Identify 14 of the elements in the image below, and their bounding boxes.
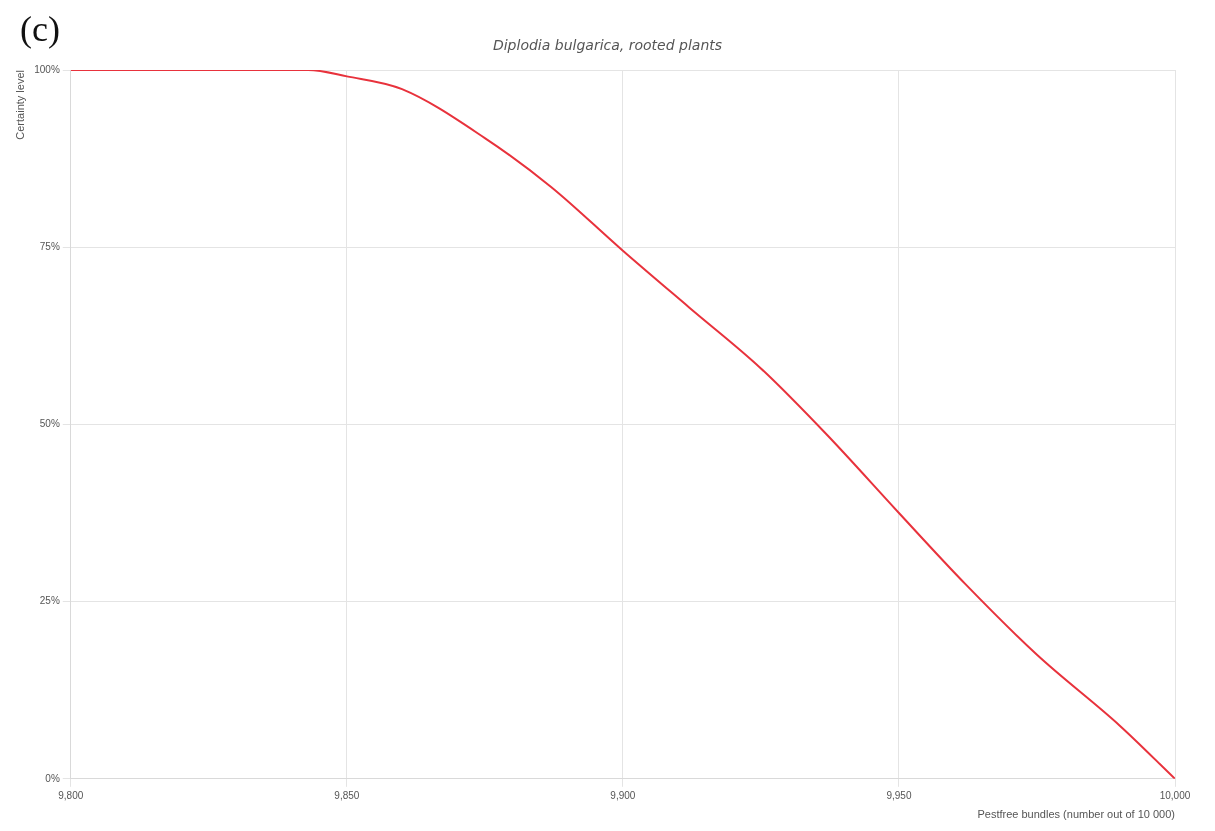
y-tick-label: 50% (39, 418, 60, 430)
x-tick-label: 10,000 (1159, 789, 1191, 801)
text: (c) (20, 8, 60, 50)
x-tick-label: 9,850 (334, 789, 360, 801)
x-tick-label: 9,900 (610, 789, 636, 801)
y-tick-label: 0% (45, 772, 60, 784)
x-axis-title: Pestfree bundles (number out of 10 000) (977, 808, 1175, 821)
y-tick-label: 25% (39, 595, 60, 607)
y-tick-label: 75% (39, 240, 60, 252)
chart-title: Diplodia bulgarica, rooted plants (492, 37, 723, 53)
x-tick-label: 9,800 (58, 789, 84, 801)
y-tick-label: 100% (34, 63, 60, 75)
x-tick-label: 9,950 (886, 789, 912, 801)
y-axis-title: Certainty level (13, 70, 26, 140)
